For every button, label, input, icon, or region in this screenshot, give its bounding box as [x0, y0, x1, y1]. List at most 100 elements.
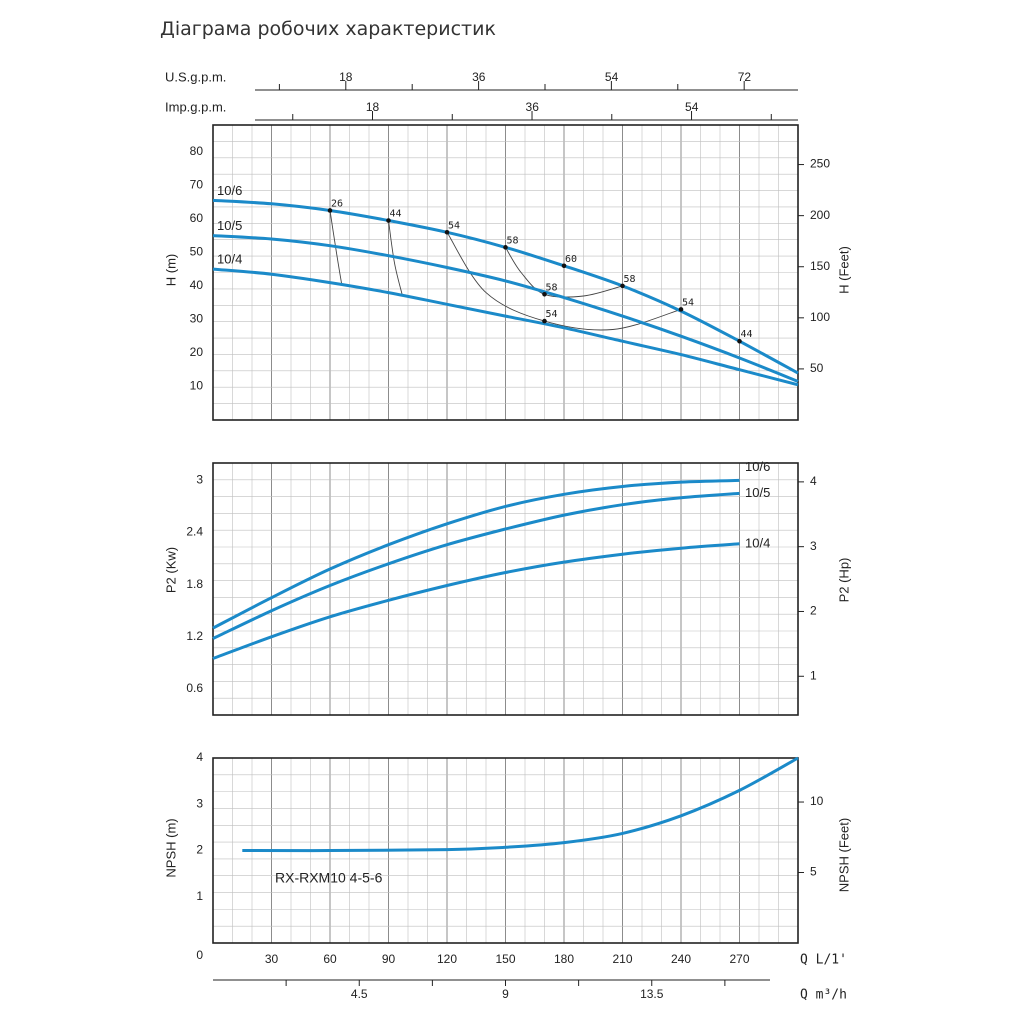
y-tick-label-left: 50	[190, 245, 204, 259]
efficiency-point	[737, 338, 742, 344]
series-label: 10/4	[745, 535, 770, 550]
x-tick-label-m3h: 4.5	[351, 987, 368, 1001]
y-tick-label-left: 40	[190, 278, 204, 292]
y-axis-label-right: H (Feet)	[836, 246, 851, 294]
series-label: 10/5	[217, 218, 242, 233]
x-tick-label-m3h: 13.5	[640, 987, 664, 1001]
y-tick-label-right: 5	[810, 865, 817, 879]
top-axis-tick-label: 54	[605, 70, 619, 84]
npsh-panel: 1 2 3 4 5 10 NPSH (m) NPSH (Feet) RX-RXM10 4-5-6…	[163, 750, 851, 1002]
top-axis-label: Imp.g.p.m.	[165, 99, 226, 114]
x-tick-label-m3h: 9	[502, 987, 509, 1001]
head-panel: 10 20 30 40 50 60 70 80 50 100 150 200 250 H (m) H (Fe…	[163, 69, 851, 421]
y-tick-label-left: 3	[196, 473, 203, 487]
y-tick-label-left: 20	[190, 345, 204, 359]
efficiency-point	[444, 229, 450, 235]
efficiency-point	[503, 245, 508, 250]
power-panel: 0.6 1.2 1.8 2.4 3 1 2 3 4 P2 (Kw) P2 (Hp) 10/6 10/5 1…	[163, 459, 851, 716]
y-tick-label-right: 10	[810, 794, 824, 808]
efficiency-point-label: 44	[390, 209, 402, 220]
efficiency-point	[542, 318, 547, 324]
x-tick-label: 180	[554, 952, 574, 966]
x-tick-label: 30	[265, 952, 279, 966]
y-tick-label-left: 2.4	[186, 525, 203, 539]
top-axis-tick-label: 18	[339, 70, 353, 84]
y-axis-label-right: P2 (Hp)	[836, 558, 851, 603]
npsh-curve	[242, 756, 799, 853]
top-axis-tick-label: 18	[366, 100, 380, 114]
efficiency-point-label: 60	[565, 254, 577, 265]
efficiency-point-label: 44	[741, 329, 753, 340]
y-tick-label-left: 2	[196, 843, 203, 857]
y-tick-label-right: 150	[810, 259, 830, 273]
x-axis-label: Q L/1'	[800, 953, 847, 968]
x-tick-label: 60	[323, 952, 337, 966]
y-tick-label-right: 4	[810, 474, 817, 488]
y-tick-label-right: 1	[810, 668, 817, 682]
x-tick-label: 90	[382, 952, 396, 966]
y-axis-label-left: H (m)	[163, 254, 178, 287]
y-tick-label-right: 2	[810, 604, 817, 618]
head-curve-10-5	[212, 234, 799, 383]
y-tick-label-left: 0.6	[186, 681, 203, 695]
efficiency-point-label: 26	[331, 198, 343, 209]
series-label: 10/5	[745, 485, 770, 500]
efficiency-point-label: 54	[546, 309, 558, 320]
efficiency-point	[561, 263, 567, 269]
y-tick-label-right: 250	[810, 157, 830, 171]
efficiency-point-label: 54	[448, 220, 460, 231]
series-label: 10/6	[217, 183, 242, 198]
x-tick-label: 120	[437, 952, 457, 966]
efficiency-curve	[329, 210, 343, 285]
y-tick-label-right: 3	[810, 539, 817, 553]
y-tick-label-right: 50	[810, 361, 824, 375]
y-tick-label-right: 200	[810, 208, 830, 222]
y-tick-label-left: 3	[196, 796, 203, 810]
y-tick-label-left: 1.8	[186, 577, 203, 591]
y-tick-label-left: 30	[190, 312, 204, 326]
y-tick-label-left: 1	[196, 889, 203, 903]
y-tick-label-left: 60	[190, 211, 204, 225]
y-axis-label-right: NPSH (Feet)	[836, 818, 851, 892]
y-axis-label-left: P2 (Kw)	[163, 547, 178, 593]
efficiency-point	[542, 291, 547, 297]
x-tick-label: 240	[671, 952, 691, 966]
efficiency-curve	[388, 220, 403, 295]
efficiency-point-label: 58	[624, 274, 636, 285]
top-axis-tick-label: 36	[472, 70, 486, 84]
x-axis-label-m3h: Q m³/h	[800, 988, 847, 1003]
y-tick-label-right: 100	[810, 310, 830, 324]
page-title: Діаграма робочих характеристик	[160, 18, 496, 40]
y-tick-label-left: 1.2	[186, 629, 203, 643]
y-tick-label-left: 80	[190, 144, 204, 158]
y-tick-label-left: 10	[190, 379, 204, 393]
x-tick-label: 210	[612, 952, 632, 966]
power-curve-10-5	[212, 491, 740, 640]
power-curve-10-4	[212, 542, 740, 660]
y-axis-label-left: NPSH (m)	[163, 818, 178, 877]
x-tick-label: 270	[729, 952, 749, 966]
efficiency-point	[620, 283, 625, 289]
top-axis-tick-label: 72	[738, 70, 752, 84]
y-tick-label-left: 70	[190, 178, 204, 192]
plot-frame	[212, 462, 799, 716]
series-label: 10/6	[745, 459, 770, 474]
head-curve-10-4	[212, 267, 799, 387]
efficiency-point	[678, 307, 684, 312]
efficiency-point-label: 54	[682, 297, 694, 308]
efficiency-point	[327, 208, 333, 213]
model-label: RX-RXM10 4-5-6	[275, 870, 383, 886]
top-axis-tick-label: 54	[685, 100, 699, 114]
y-tick-label-left: 4	[196, 750, 203, 764]
x-tick-label-zero: 0	[196, 948, 203, 962]
plot-frame	[212, 757, 799, 944]
x-tick-label: 150	[495, 952, 515, 966]
efficiency-point-label: 58	[507, 235, 519, 246]
plot-frame	[212, 124, 799, 421]
series-label: 10/4	[217, 252, 242, 267]
top-axis-label: U.S.g.p.m.	[165, 69, 226, 84]
top-axis-tick-label: 36	[526, 100, 540, 114]
efficiency-point	[386, 218, 391, 223]
efficiency-point-label: 58	[546, 282, 558, 293]
